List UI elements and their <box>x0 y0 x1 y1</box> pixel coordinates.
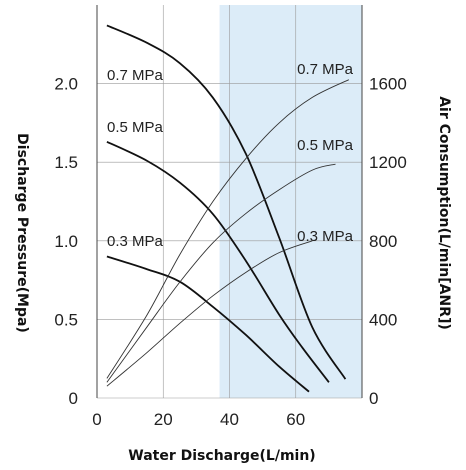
air-consumption-curve <box>106 79 349 379</box>
y2-tick-label: 1600 <box>369 75 407 94</box>
pressure-series-label: 0.7 MPa <box>107 67 164 84</box>
pressure-curve <box>106 24 347 380</box>
plot-frame <box>96 5 363 398</box>
x-tick-label: 20 <box>154 410 173 429</box>
pressure-series-label: 0.3 MPa <box>107 233 164 250</box>
y2-tick-label: 1200 <box>369 153 407 172</box>
pressure-series-label: 0.5 MPa <box>107 119 164 136</box>
x-tick-label: 60 <box>286 410 305 429</box>
y-tick-label: 1.0 <box>54 232 78 251</box>
y2-tick-label: 800 <box>369 232 397 251</box>
x-tick-label: 40 <box>220 410 239 429</box>
pressure-curve <box>106 140 330 383</box>
y-tick-label: 0 <box>69 389 78 408</box>
y-tick-label: 1.5 <box>54 153 78 172</box>
air-series-label: 0.3 MPa <box>297 228 354 245</box>
x-axis-title: Water Discharge(L/min) <box>128 448 315 464</box>
series-labels: 0.7 MPa 0.5 MPa 0.3 MPa 0.7 MPa 0.5 MPa 0.3 M… <box>107 61 354 250</box>
y-tick-label: 2.0 <box>54 75 78 94</box>
air-consumption-curve <box>106 240 313 387</box>
air-series-label: 0.7 MPa <box>297 61 354 78</box>
x-tick-label: 0 <box>92 410 101 429</box>
curves <box>106 24 349 393</box>
y-axis-title: Discharge Pressure(Mpa) <box>14 133 30 333</box>
y2-tick-label: 0 <box>369 389 378 408</box>
tick-labels: 0 20 40 60 0 0.5 1.0 1.5 2.0 0 400 800 1200 1600 <box>54 75 406 429</box>
pressure-curve <box>106 255 310 393</box>
y2-axis-title: Air Consumption(L/min[ANR]) <box>436 96 452 330</box>
y2-tick-label: 400 <box>369 310 397 329</box>
y-tick-label: 0.5 <box>54 310 78 329</box>
air-series-label: 0.5 MPa <box>297 137 354 154</box>
air-consumption-curve <box>106 163 336 383</box>
